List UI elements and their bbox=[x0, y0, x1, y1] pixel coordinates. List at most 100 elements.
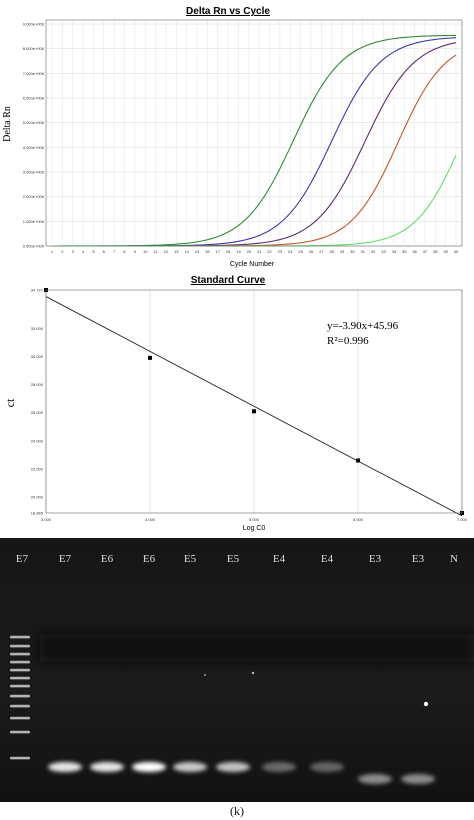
amplification-plot-title: Delta Rn vs Cycle bbox=[186, 6, 270, 17]
gel-lane-label: E3 bbox=[369, 553, 382, 565]
gel-lane-label: E5 bbox=[227, 553, 240, 565]
gel-background bbox=[0, 538, 474, 802]
amp-x-tick-label: 6 bbox=[103, 249, 106, 254]
amp-x-tick-label: 23 bbox=[278, 249, 283, 254]
sc-y-tick-label: 30.000 bbox=[31, 354, 44, 359]
amp-x-tick-label: 35 bbox=[402, 249, 407, 254]
ladder-band bbox=[10, 652, 30, 656]
amp-x-tick-label: 19 bbox=[236, 249, 241, 254]
amp-x-tick-label: 1 bbox=[51, 249, 54, 254]
standard-curve-grid bbox=[45, 290, 463, 513]
sc-y-tick-label: 18.865 bbox=[31, 511, 44, 516]
standard-curve-x-ticks: 3.000 4.000 5.000 6.000 7.000 bbox=[41, 517, 468, 522]
gel-band bbox=[358, 774, 392, 784]
standard-curve-point bbox=[252, 409, 256, 414]
amplification-grid bbox=[46, 20, 462, 247]
amp-x-tick-label: 31 bbox=[361, 249, 366, 254]
amp-y-tick-label: 1.000e+006 bbox=[23, 219, 45, 224]
amp-y-tick-label: 2.000e+006 bbox=[23, 194, 45, 199]
ladder-band bbox=[10, 694, 30, 698]
amplification-x-label: Cycle Number bbox=[230, 261, 275, 268]
amp-x-tick-label: 7 bbox=[113, 249, 116, 254]
sc-x-tick-label: 4.000 bbox=[145, 517, 156, 522]
amp-y-tick-label: 3.000e+006 bbox=[23, 170, 45, 175]
well-shadow bbox=[40, 634, 474, 662]
amp-x-tick-label: 29 bbox=[340, 249, 345, 254]
standard-curve-y-ticks: 18.865 20.000 22.000 24.000 26.000 28.000 30.0… bbox=[31, 288, 44, 516]
amp-x-tick-label: 22 bbox=[267, 249, 272, 254]
gel-lane-label: E7 bbox=[16, 553, 29, 565]
gel-band bbox=[401, 774, 435, 784]
sc-x-tick-label: 3.000 bbox=[41, 517, 52, 522]
standard-curve-y-label: ct bbox=[3, 398, 17, 407]
gel-band bbox=[90, 762, 124, 772]
sc-y-tick-label: 34.727 bbox=[31, 288, 44, 293]
gel-band bbox=[132, 762, 166, 772]
sc-y-tick-label: 22.000 bbox=[31, 466, 44, 471]
gel-lane-label: E4 bbox=[273, 553, 286, 565]
ladder-band bbox=[10, 668, 30, 672]
gel-band bbox=[262, 762, 296, 772]
sc-y-tick-label: 32.000 bbox=[31, 326, 44, 331]
r-squared-value: R²=0.996 bbox=[327, 335, 369, 347]
ladder-band bbox=[10, 644, 30, 648]
sc-x-tick-label: 7.000 bbox=[457, 517, 468, 522]
ladder-band bbox=[10, 730, 30, 734]
amp-x-tick-label: 24 bbox=[288, 249, 293, 254]
gel-lane-label: E6 bbox=[143, 553, 156, 565]
sc-y-tick-label: 28.000 bbox=[31, 382, 44, 387]
amplification-plot: Delta Rn vs Cycle 0.000e+000 1.000e+006 2.… bbox=[2, 6, 463, 268]
amplification-y-ticks: 0.000e+000 1.000e+006 2.000e+006 3.000e+006… bbox=[23, 22, 45, 249]
ladder-band bbox=[10, 704, 30, 708]
amplification-series-line bbox=[52, 154, 457, 247]
amp-x-tick-label: 5 bbox=[92, 249, 95, 254]
gel-speck bbox=[423, 701, 429, 707]
amp-y-tick-label: 7.000e+006 bbox=[23, 71, 45, 76]
standard-curve-plot: Standard Curve 18.865 20.000 22.000 24.000 2… bbox=[3, 275, 468, 532]
gel-bands bbox=[48, 671, 435, 784]
gel-lane-label: E6 bbox=[101, 553, 114, 565]
standard-curve-x-label: Log C0 bbox=[243, 525, 266, 532]
amp-x-tick-label: 38 bbox=[433, 249, 438, 254]
gel-speck bbox=[204, 674, 206, 676]
amp-x-tick-label: 11 bbox=[154, 249, 159, 254]
gel-lane-label: N bbox=[450, 553, 458, 565]
amp-x-tick-label: 25 bbox=[298, 249, 303, 254]
amp-x-tick-label: 16 bbox=[205, 249, 210, 254]
ladder-band bbox=[10, 676, 30, 680]
gel-image: E7 E7 E6 E6 E5 E5 E4 E4 E3 E3 N bbox=[0, 538, 474, 802]
amp-x-tick-label: 3 bbox=[72, 249, 75, 254]
amp-x-tick-label: 34 bbox=[392, 249, 397, 254]
standard-curve-fit-line bbox=[45, 296, 463, 517]
amp-y-tick-label: 5.000e+006 bbox=[23, 120, 45, 125]
amplification-series-line bbox=[52, 34, 457, 247]
amp-x-tick-label: 4 bbox=[82, 249, 85, 254]
amp-y-tick-label: 4.000e+006 bbox=[23, 145, 45, 150]
amp-x-tick-label: 2 bbox=[61, 249, 64, 254]
sc-y-tick-label: 26.000 bbox=[31, 410, 44, 415]
gel-lane-label: E4 bbox=[321, 553, 334, 565]
amp-x-tick-label: 14 bbox=[184, 249, 189, 254]
figure-caption: (k) bbox=[230, 804, 244, 818]
sc-x-tick-label: 5.000 bbox=[249, 517, 260, 522]
amp-x-tick-label: 21 bbox=[257, 249, 262, 254]
ladder-band bbox=[10, 684, 30, 688]
amplification-y-label: Delta Rn bbox=[2, 106, 13, 142]
standard-curve-panel: Standard Curve 18.865 20.000 22.000 24.000 2… bbox=[0, 268, 474, 538]
amp-x-tick-label: 13 bbox=[174, 249, 179, 254]
gel-image-panel: E7 E7 E6 E6 E5 E5 E4 E4 E3 E3 N bbox=[0, 538, 474, 802]
sc-y-tick-label: 20.000 bbox=[31, 495, 44, 500]
amp-x-tick-label: 32 bbox=[371, 249, 376, 254]
amp-x-tick-label: 9 bbox=[134, 249, 137, 254]
amp-x-tick-label: 12 bbox=[164, 249, 169, 254]
gel-lane-label: E3 bbox=[412, 553, 425, 565]
amp-x-tick-label: 27 bbox=[319, 249, 324, 254]
amp-x-tick-label: 26 bbox=[309, 249, 314, 254]
gel-band bbox=[310, 762, 344, 772]
amp-y-tick-label: 6.000e+006 bbox=[23, 96, 45, 101]
gel-lane-label: E7 bbox=[59, 553, 72, 565]
amplification-plot-panel: Delta Rn vs Cycle 0.000e+000 1.000e+006 2.… bbox=[0, 0, 474, 268]
amp-x-tick-label: 39 bbox=[443, 249, 448, 254]
amp-y-tick-label: 0.000e+000 bbox=[23, 244, 45, 249]
amp-x-tick-label: 28 bbox=[329, 249, 334, 254]
